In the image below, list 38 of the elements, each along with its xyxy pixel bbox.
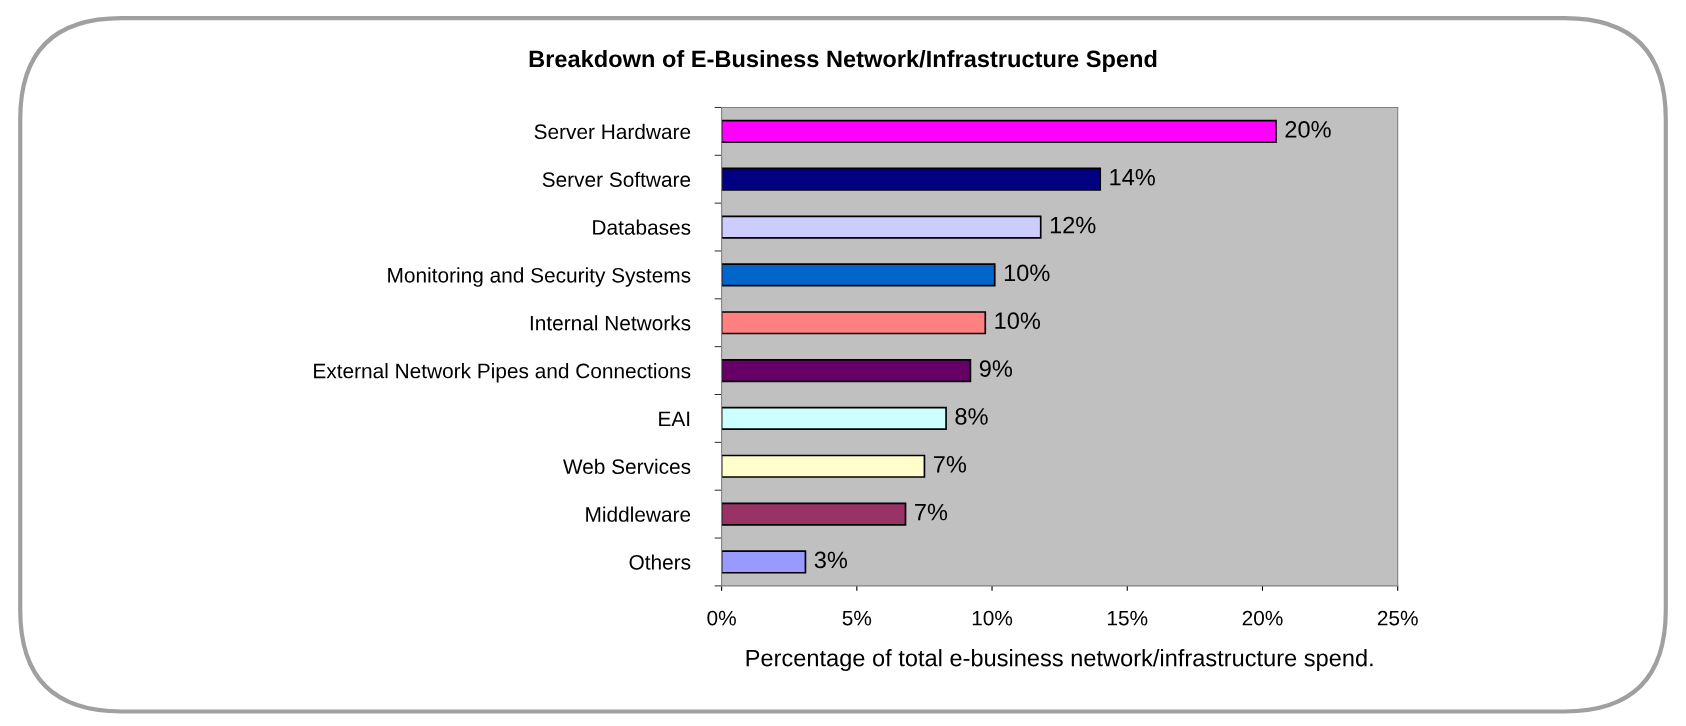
bar — [721, 311, 987, 335]
x-tick-label: 10% — [972, 610, 1013, 626]
x-tick-label: 0% — [707, 610, 736, 626]
bar — [721, 358, 972, 383]
x-tick-label: 15% — [1108, 610, 1148, 626]
bar — [721, 550, 807, 574]
y-tick-label: External Network Pipes and Connections — [314, 363, 691, 383]
y-tick-label: Others — [629, 554, 691, 570]
data-label: 9% — [979, 360, 1013, 377]
y-tick-label: Server Hardware — [534, 123, 691, 140]
data-label: 8% — [955, 408, 988, 425]
bar — [721, 263, 996, 287]
data-label: 20% — [1285, 120, 1331, 138]
bar — [721, 167, 1102, 191]
y-tick-label: Server Software — [542, 171, 691, 187]
bar — [721, 454, 926, 478]
data-label: 10% — [1004, 264, 1050, 282]
y-tick-label: Web Services — [563, 458, 691, 475]
bar — [721, 406, 947, 431]
data-label: 12% — [1050, 216, 1096, 234]
x-tick-label: 20% — [1242, 610, 1283, 626]
y-tick-label: Monitoring and Security Systems — [388, 267, 691, 287]
y-tick-label: Databases — [593, 219, 691, 235]
y-tick-label: EAI — [659, 411, 690, 426]
x-tick-label: 5% — [842, 610, 872, 626]
data-label: 3% — [814, 551, 848, 569]
bar — [721, 215, 1042, 239]
bar — [721, 502, 907, 526]
bar — [721, 119, 1277, 143]
data-label: 10% — [995, 312, 1041, 330]
data-label: 14% — [1110, 168, 1155, 186]
data-label: 7% — [915, 503, 948, 521]
y-tick-label: Middleware — [586, 506, 691, 522]
y-tick-label: Internal Networks — [530, 315, 691, 331]
chart-title: Breakdown of E-Business Network/Infrastructure Spend — [529, 49, 1157, 72]
x-tick-label: 25% — [1377, 610, 1418, 626]
x-axis-title: Percentage of total e-business network/infrastructure spend. — [746, 649, 1373, 672]
data-label: 7% — [933, 456, 967, 473]
